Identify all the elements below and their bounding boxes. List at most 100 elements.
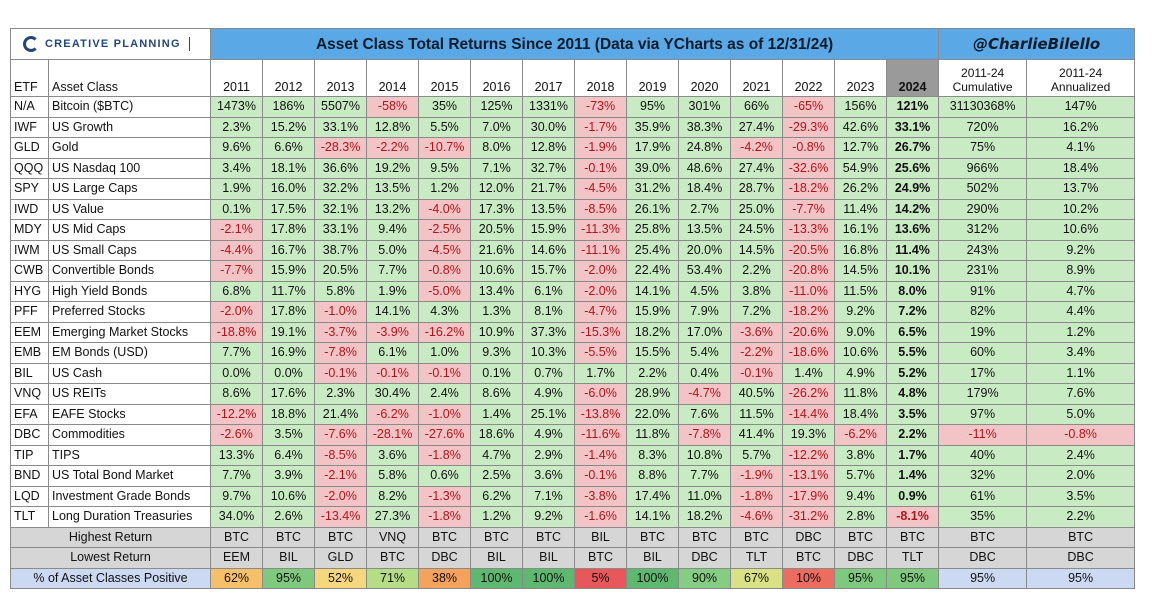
return-cell: -3.9% — [366, 321, 420, 343]
return-cell: 1.2% — [418, 178, 472, 200]
highest-return-row-cell: BTC — [886, 526, 940, 548]
return-cell: 53.4% — [678, 260, 732, 282]
return-cell: -8.5% — [574, 198, 628, 220]
return-cell: 1.4% — [886, 465, 940, 487]
asset-class-name: Emerging Market Stocks — [47, 321, 212, 343]
return-cell: -8.1% — [886, 506, 940, 528]
return-cell: 12.8% — [522, 137, 576, 159]
cumulative-return-cell: 290% — [938, 198, 1028, 220]
brand-logo: CREATIVE PLANNING — [23, 35, 207, 54]
return-cell: -2.1% — [314, 465, 368, 487]
return-cell: -2.0% — [314, 485, 368, 507]
return-cell: 20.5% — [314, 260, 368, 282]
asset-class-name: US Nasdaq 100 — [47, 157, 212, 179]
lowest-return-row-cell: DBC — [834, 547, 888, 569]
pct-positive-row-cell: 71% — [366, 567, 420, 589]
return-cell: -16.2% — [418, 321, 472, 343]
return-cell: 7.7% — [210, 465, 264, 487]
header-annualized-label: Annualized — [1050, 80, 1111, 94]
return-cell: 3.6% — [366, 444, 420, 466]
highest-return-row-cell: BIL — [574, 526, 628, 548]
return-cell: 25.1% — [522, 403, 576, 425]
return-cell: 9.0% — [834, 321, 888, 343]
return-cell: 33.1% — [886, 116, 940, 138]
return-cell: 16.7% — [262, 239, 316, 261]
cumulative-return-cell: 179% — [938, 383, 1028, 405]
annualized-return-cell: 4.4% — [1026, 301, 1136, 323]
highest-return-row-cell: BTC — [418, 526, 472, 548]
lowest-return-row-cell: DBC — [678, 547, 732, 569]
return-cell: 9.7% — [210, 485, 264, 507]
return-cell: 16.0% — [262, 178, 316, 200]
return-cell: -3.7% — [314, 321, 368, 343]
return-cell: 30.4% — [366, 383, 420, 405]
table-row: IWF US Growth 2.3% 15.2% 33.1% 12.8% 5.5% 7.0% 3… — [10, 116, 1136, 138]
return-cell: -27.6% — [418, 424, 472, 446]
return-cell: -1.0% — [314, 301, 368, 323]
return-cell: 11.8% — [834, 383, 888, 405]
highest-return-row-cell: BTC — [470, 526, 524, 548]
etf-ticker: PFF — [10, 301, 49, 323]
asset-class-name: US Total Bond Market — [47, 465, 212, 487]
highest-return-row-cell: BTC — [730, 526, 784, 548]
return-cell: 25.6% — [886, 157, 940, 179]
return-cell: 34.0% — [210, 506, 264, 528]
return-cell: 5.5% — [886, 342, 940, 364]
return-cell: 11.4% — [834, 198, 888, 220]
cumulative-return-cell: 31130368% — [938, 96, 1028, 118]
return-cell: 15.9% — [522, 219, 576, 241]
etf-ticker: TLT — [10, 506, 49, 528]
return-cell: -13.4% — [314, 506, 368, 528]
annualized-return-cell: 18.4% — [1026, 157, 1136, 179]
return-cell: 11.0% — [678, 485, 732, 507]
return-cell: 18.6% — [470, 424, 524, 446]
return-cell: 9.4% — [366, 219, 420, 241]
return-cell: -28.3% — [314, 137, 368, 159]
header-row: ETF Asset Class 2011 2012 2013 2014 2015 2016… — [10, 59, 1136, 97]
pct-positive-row-cell: 62% — [210, 567, 264, 589]
return-cell: 4.3% — [418, 301, 472, 323]
etf-ticker: GLD — [10, 137, 49, 159]
return-cell: 20.5% — [470, 219, 524, 241]
return-cell: -0.1% — [730, 362, 784, 384]
pct-positive-row-cell: 100% — [470, 567, 524, 589]
cumulative-return-cell: 75% — [938, 137, 1028, 159]
highest-return-row-cell: BTC — [262, 526, 316, 548]
return-cell: 0.0% — [210, 362, 264, 384]
return-cell: 3.8% — [834, 444, 888, 466]
etf-ticker: BIL — [10, 362, 49, 384]
return-cell: -29.3% — [782, 116, 836, 138]
asset-class-name: Bitcoin ($BTC) — [47, 96, 212, 118]
return-cell: 32.2% — [314, 178, 368, 200]
return-cell: 40.5% — [730, 383, 784, 405]
return-cell: 28.7% — [730, 178, 784, 200]
header-year-2014: 2014 — [366, 59, 420, 97]
return-cell: 301% — [678, 96, 732, 118]
return-cell: -6.0% — [574, 383, 628, 405]
annualized-return-cell: 147% — [1026, 96, 1136, 118]
return-cell: 1.9% — [210, 178, 264, 200]
return-cell: -2.0% — [210, 301, 264, 323]
header-asset-class: Asset Class — [47, 59, 212, 97]
return-cell: -1.3% — [418, 485, 472, 507]
return-cell: 1.7% — [574, 362, 628, 384]
pct-positive-row-cell: 67% — [730, 567, 784, 589]
etf-ticker: SPY — [10, 178, 49, 200]
creative-planning-logo-icon — [23, 36, 39, 52]
return-cell: -2.0% — [574, 260, 628, 282]
pct-positive-row-cell: 52% — [314, 567, 368, 589]
return-cell: 95% — [626, 96, 680, 118]
return-cell: 17.8% — [262, 219, 316, 241]
return-cell: 3.5% — [262, 424, 316, 446]
return-cell: 26.7% — [886, 137, 940, 159]
return-cell: 2.2% — [886, 424, 940, 446]
return-cell: 2.4% — [418, 383, 472, 405]
lowest-return-row-cell: GLD — [314, 547, 368, 569]
return-cell: -20.6% — [782, 321, 836, 343]
annualized-return-cell: 2.4% — [1026, 444, 1136, 466]
return-cell: -58% — [366, 96, 420, 118]
return-cell: 21.4% — [314, 403, 368, 425]
return-cell: 21.7% — [522, 178, 576, 200]
return-cell: 66% — [730, 96, 784, 118]
return-cell: 5507% — [314, 96, 368, 118]
